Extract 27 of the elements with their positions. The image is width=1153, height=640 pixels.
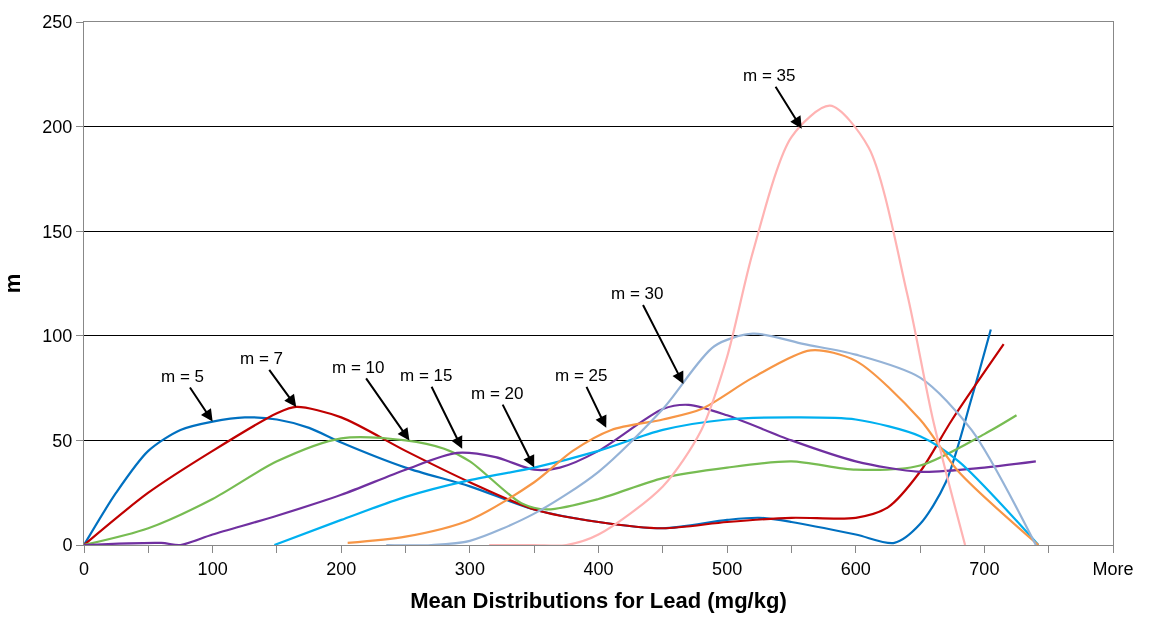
y-tick-label: 250: [42, 12, 73, 33]
x-tick-label: 200: [326, 558, 357, 579]
y-tick-label: 100: [42, 326, 73, 347]
y-axis-title: m: [0, 273, 26, 294]
annotation: m = 5: [161, 367, 204, 386]
x-tick-label: 500: [712, 558, 743, 579]
y-tick-label: 200: [42, 116, 73, 137]
annotation: m = 25: [555, 366, 608, 385]
annotation: m = 10: [332, 358, 385, 377]
y-tick-label: 150: [42, 221, 73, 242]
x-axis-title: Mean Distributions for Lead (mg/kg): [410, 588, 787, 614]
y-tick-label: 50: [52, 430, 73, 451]
x-tick-label: 400: [583, 558, 614, 579]
x-tick-label: 600: [840, 558, 871, 579]
annotation: m = 15: [400, 366, 453, 385]
line-series: [273, 416, 1040, 545]
y-tick-label: 0: [62, 535, 73, 556]
annotation: m = 20: [471, 384, 524, 403]
x-tick-label: 700: [969, 558, 1000, 579]
annotation: m = 30: [611, 284, 664, 303]
x-tick-label: More: [1092, 558, 1134, 579]
line-series: [488, 104, 967, 545]
annotation: m = 7: [240, 349, 283, 368]
x-tick-label: 300: [454, 558, 485, 579]
x-tick-label: 0: [78, 558, 90, 579]
annotation: m = 35: [743, 66, 796, 85]
x-tick-label: 100: [197, 558, 228, 579]
